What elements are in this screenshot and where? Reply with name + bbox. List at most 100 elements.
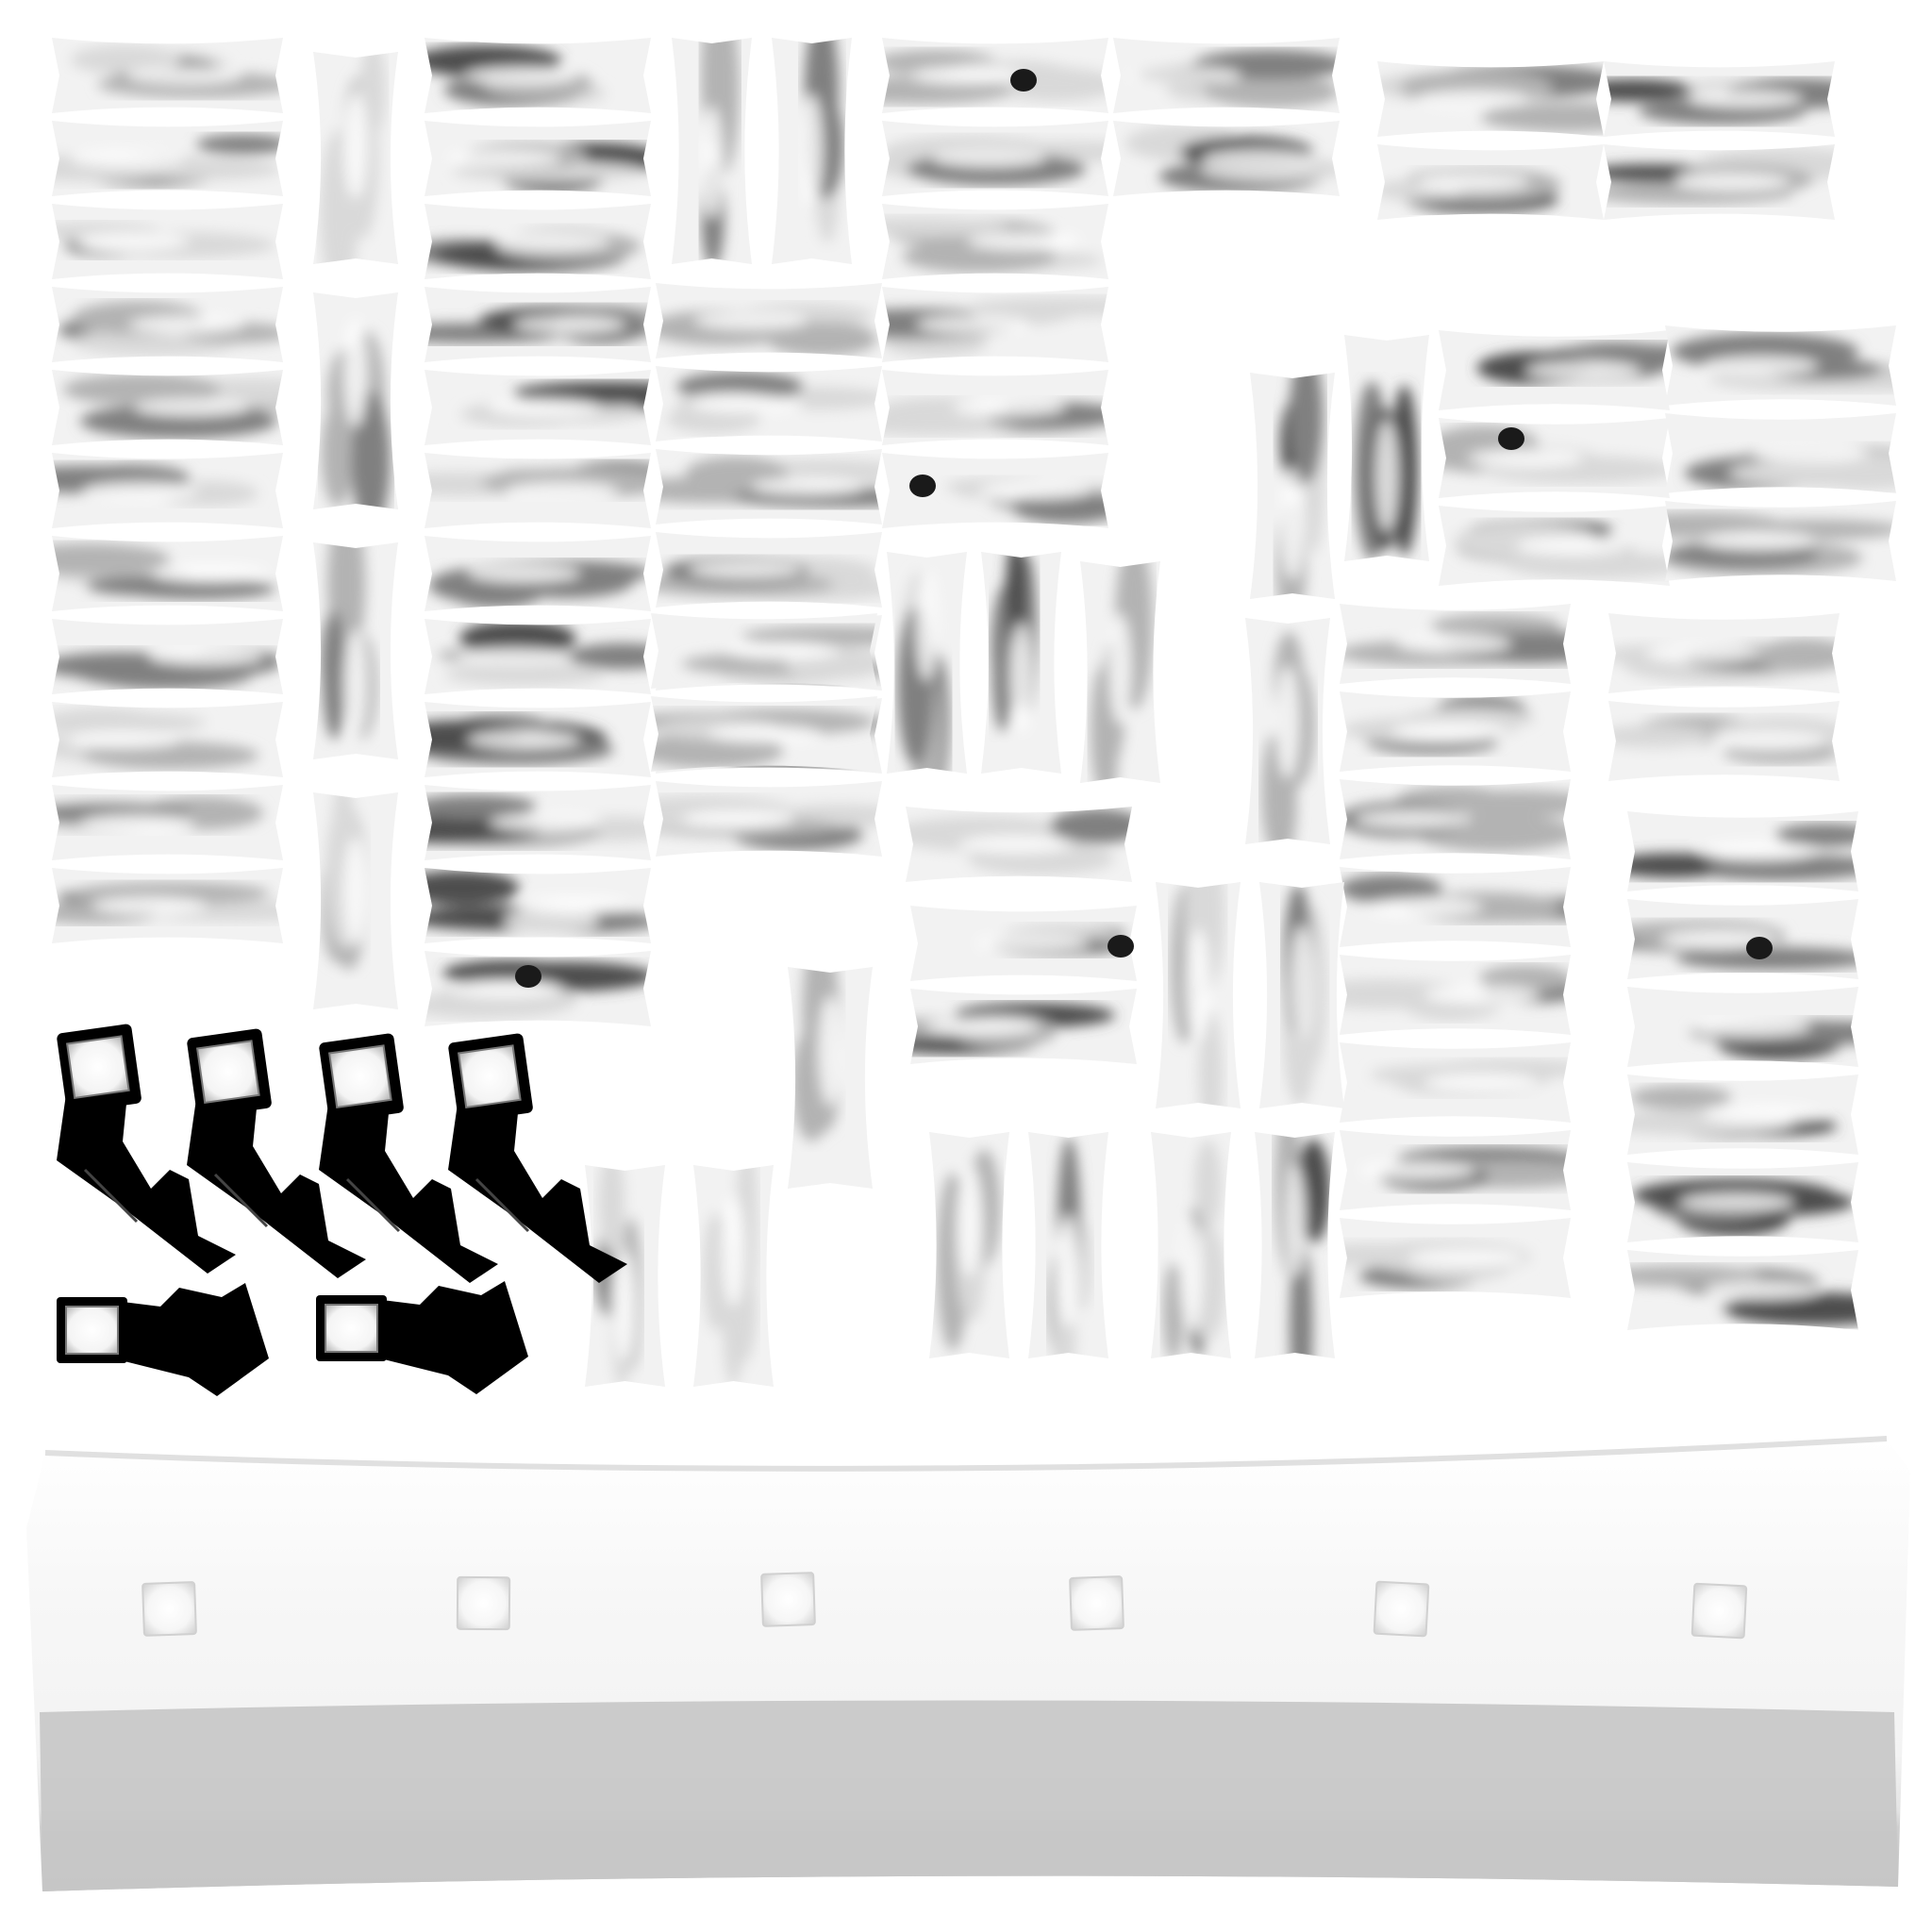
horizontal-strip-island (425, 951, 651, 1026)
light-square-tile (1690, 1582, 1748, 1640)
horizontal-strip-island (425, 204, 651, 279)
curved-band-island (26, 1436, 1910, 1891)
horizontal-strip-island (882, 38, 1108, 113)
light-square-tile (456, 1575, 511, 1631)
occlusion-spot (515, 965, 541, 988)
vertical-strip-island (788, 967, 873, 1189)
horizontal-strip-island (656, 449, 882, 525)
vertical-strip-island (887, 552, 967, 774)
horizontal-strip-island (1665, 325, 1896, 406)
horizontal-strip-island (1340, 1130, 1571, 1210)
horizontal-strip-island (656, 366, 882, 441)
horizontal-strip-island (52, 121, 283, 196)
horizontal-strip-island (882, 287, 1108, 362)
horizontal-strip-island (52, 38, 283, 113)
horizontal-strip-island (1340, 779, 1571, 859)
horizontal-strip-island (651, 696, 877, 772)
vertical-strip-island (1250, 373, 1335, 599)
bracket-islands (57, 1024, 627, 1396)
horizontal-strip-island (425, 287, 651, 362)
bracket-island (57, 1283, 269, 1396)
horizontal-strip-island (1627, 1162, 1858, 1242)
vertical-strip-island (1080, 561, 1160, 783)
horizontal-strip-island (1608, 701, 1840, 781)
curved-band-shadow-strip (40, 1700, 1898, 1891)
bracket-island (448, 1033, 627, 1283)
horizontal-strip-island (1627, 811, 1858, 891)
horizontal-strip-island (1627, 899, 1858, 979)
vertical-strip-island (1344, 335, 1429, 561)
bracket-island (187, 1028, 366, 1278)
horizontal-strip-island (1377, 144, 1604, 220)
bracket-island (316, 1281, 528, 1394)
horizontal-strip-island (52, 702, 283, 777)
occlusion-spot (1498, 427, 1524, 450)
vertical-strip-islands (313, 38, 1429, 1387)
horizontal-strip-island (1665, 413, 1896, 493)
horizontal-strip-island (1340, 604, 1571, 684)
horizontal-strip-island (910, 989, 1137, 1064)
horizontal-strip-island (1439, 506, 1670, 586)
light-square-tile (1373, 1580, 1430, 1638)
horizontal-strip-island (425, 536, 651, 611)
horizontal-strip-island (425, 868, 651, 943)
horizontal-strip-island (1340, 955, 1571, 1035)
horizontal-strip-island (52, 287, 283, 362)
horizontal-strip-island (651, 613, 877, 689)
horizontal-strip-island (1627, 987, 1858, 1067)
horizontal-strip-island (656, 781, 882, 857)
occlusion-spot (1108, 935, 1134, 958)
horizontal-strip-island (906, 807, 1132, 882)
horizontal-strip-island (52, 619, 283, 694)
bracket-island (319, 1033, 498, 1283)
vertical-strip-island (585, 1165, 665, 1387)
occlusion-spot (1010, 69, 1037, 92)
horizontal-strip-island (1608, 613, 1840, 693)
horizontal-strip-island (52, 453, 283, 528)
horizontal-strip-island (656, 283, 882, 358)
vertical-strip-island (929, 1132, 1009, 1358)
horizontal-strip-island (1604, 144, 1835, 220)
horizontal-strip-island (52, 204, 283, 279)
horizontal-strip-island (1340, 1218, 1571, 1298)
horizontal-strip-island (425, 38, 651, 113)
vertical-strip-island (1245, 618, 1330, 844)
vertical-strip-island (1028, 1132, 1108, 1358)
horizontal-strip-island (425, 121, 651, 196)
horizontal-strip-island (1665, 501, 1896, 581)
horizontal-strip-island (1377, 61, 1604, 137)
vertical-strip-island (672, 38, 752, 264)
light-square-tile (142, 1581, 197, 1637)
horizontal-strip-island (425, 619, 651, 694)
horizontal-strip-island (882, 121, 1108, 196)
vertical-strip-island (693, 1165, 774, 1387)
bracket-island (57, 1024, 236, 1274)
horizontal-strip-island (52, 370, 283, 445)
horizontal-strip-island (882, 204, 1108, 279)
horizontal-strip-island (1604, 61, 1835, 137)
vertical-strip-island (313, 542, 398, 759)
vertical-strip-island (313, 52, 398, 264)
horizontal-strip-island (1113, 38, 1340, 113)
vertical-strip-island (1255, 1132, 1335, 1358)
vertical-strip-island (981, 552, 1061, 774)
light-square-tile (760, 1572, 816, 1627)
horizontal-strip-island (425, 785, 651, 860)
occlusion-spot (909, 475, 936, 497)
vertical-strip-island (313, 292, 398, 509)
horizontal-strip-island (882, 370, 1108, 445)
light-square-tile (1069, 1575, 1124, 1631)
horizontal-strip-island (1627, 1250, 1858, 1330)
horizontal-strip-island (656, 532, 882, 608)
occlusion-spot (1746, 937, 1773, 959)
horizontal-strip-island (1439, 330, 1670, 410)
horizontal-strip-island (1340, 867, 1571, 947)
vertical-strip-island (313, 792, 398, 1009)
horizontal-strip-island (1340, 1042, 1571, 1123)
vertical-strip-island (772, 38, 852, 264)
vertical-strip-island (1259, 882, 1344, 1108)
horizontal-strip-islands (52, 38, 1896, 1330)
horizontal-strip-island (425, 702, 651, 777)
